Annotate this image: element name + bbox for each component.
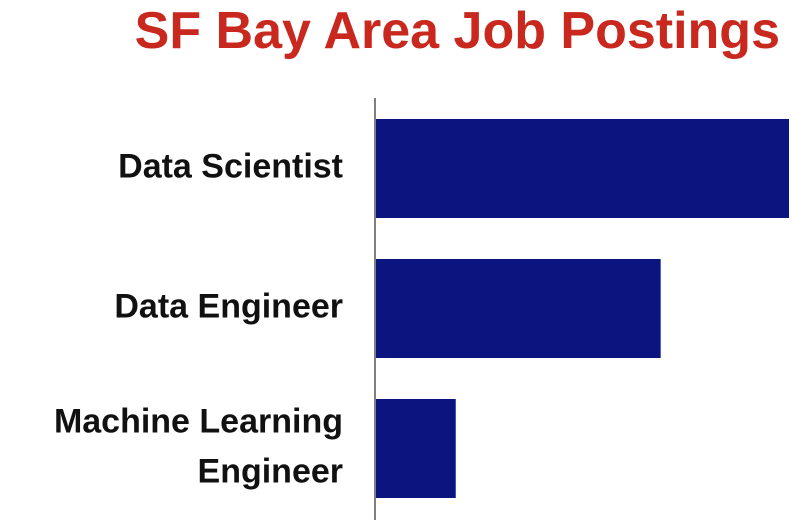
- bar-data-scientist: [376, 119, 789, 218]
- category-label: Data Scientist: [118, 147, 343, 185]
- category-label: Machine Learning Engineer: [54, 402, 343, 490]
- bar-data-engineer: [376, 259, 661, 358]
- bar-machine-learning-engineer: [376, 399, 456, 498]
- category-label: Data Engineer: [114, 287, 343, 325]
- chart-title: SF Bay Area Job Postings: [134, 2, 780, 60]
